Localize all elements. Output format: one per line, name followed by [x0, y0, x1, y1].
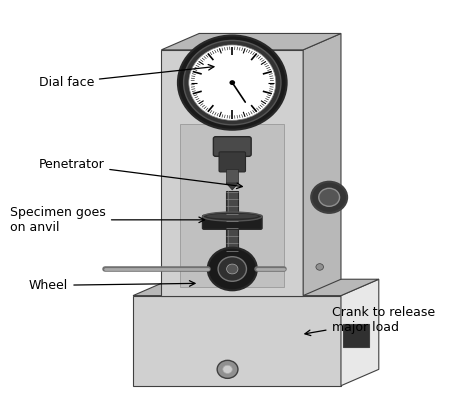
Bar [228, 191, 229, 255]
Polygon shape [341, 279, 379, 386]
Bar [226, 191, 238, 255]
FancyBboxPatch shape [219, 152, 246, 172]
Circle shape [218, 257, 246, 281]
FancyBboxPatch shape [161, 50, 303, 296]
Ellipse shape [206, 214, 258, 219]
Text: Penetrator: Penetrator [38, 158, 242, 189]
Circle shape [227, 264, 238, 274]
Text: Wheel: Wheel [29, 279, 195, 292]
Text: Specimen goes
on anvil: Specimen goes on anvil [10, 206, 204, 234]
Text: Dial face: Dial face [38, 65, 214, 89]
Polygon shape [161, 33, 341, 50]
Polygon shape [303, 33, 341, 296]
FancyBboxPatch shape [180, 124, 284, 287]
Polygon shape [133, 279, 379, 296]
FancyBboxPatch shape [213, 137, 251, 156]
Polygon shape [226, 183, 238, 190]
Circle shape [217, 360, 238, 379]
Circle shape [178, 35, 287, 130]
Circle shape [316, 264, 323, 270]
Circle shape [223, 365, 232, 374]
FancyBboxPatch shape [133, 296, 341, 386]
Text: Crank to release
major load: Crank to release major load [305, 306, 435, 336]
Circle shape [208, 248, 257, 290]
Circle shape [311, 182, 347, 213]
Circle shape [229, 80, 235, 85]
FancyBboxPatch shape [202, 215, 262, 229]
Circle shape [183, 40, 281, 125]
Circle shape [189, 45, 276, 120]
FancyBboxPatch shape [343, 324, 369, 347]
Circle shape [319, 188, 339, 206]
Bar [226, 169, 238, 183]
Ellipse shape [203, 212, 262, 221]
